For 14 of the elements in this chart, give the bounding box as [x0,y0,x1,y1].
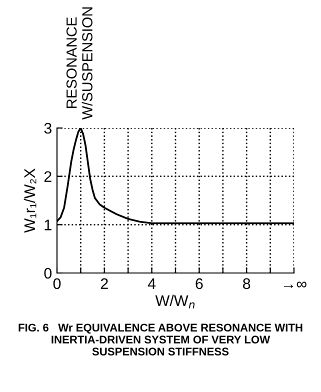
x-axis-title: W/W$_{n}$ [155,294,195,308]
caption: FIG. 6 Wr EQUIVALENCE ABOVE RESONANCE WITH INERTIA-DRIVEN SYSTEM OF VERY LOW SUSPENSION STIFFNESS [18,324,302,356]
annotation: RESONANCE W/SUSPENSION [66,7,92,120]
x-tick-label: 2 [100,278,108,289]
y-tick-label: 0 [44,268,52,279]
y-tick-label: 2 [44,171,52,182]
x-tick-label: 0 [53,278,61,290]
y-axis-title: W₁r₁/W₂X [24,168,36,233]
y-tick-label: 1 [44,220,52,230]
x-tick-label: 4 [148,278,156,289]
y-tick-label: 3 [44,122,52,134]
x-tick-label: →∞ [284,282,306,288]
x-tick-label: 8 [243,278,250,290]
x-tick-label: 6 [196,278,203,290]
